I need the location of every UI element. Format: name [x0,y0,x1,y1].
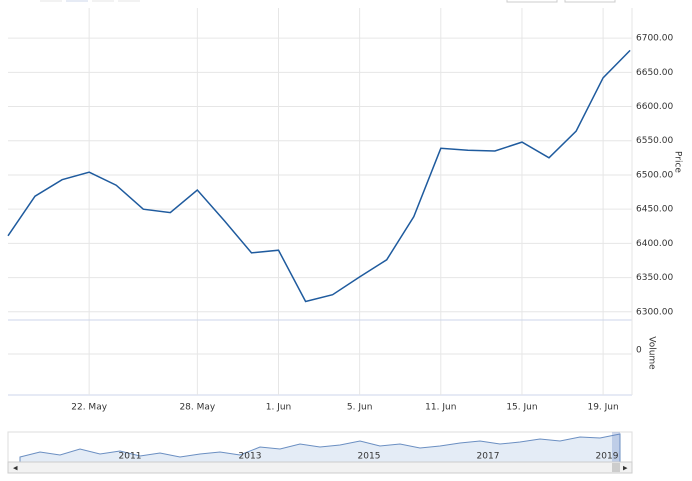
scrollbar[interactable] [7,461,633,474]
navigator-label: 2013 [239,452,262,462]
price-line [7,49,631,303]
navigator-label: 2019 [596,452,619,462]
navigator: ◂ ▸ [7,431,633,474]
y-tick-label: 6500.00 [636,170,673,180]
x-tick-label: 1. Jun [266,403,292,413]
y-tick-label: 6650.00 [636,68,673,78]
y-tick-label: 6550.00 [636,136,673,146]
x-tick-label: 28. May [179,403,215,413]
navigator-label: 2015 [358,452,381,462]
volume-tick-label: 0 [636,346,642,356]
navigator-series [19,433,621,463]
range-button[interactable] [66,0,88,2]
scrollbar-thumb[interactable] [612,463,620,472]
volume-axis-title: Volume [647,336,657,370]
y-tick-label: 6600.00 [636,102,673,112]
x-tick-label: 22. May [71,403,107,413]
y-tick-label: 6450.00 [636,205,673,215]
y-tick-label: 6350.00 [636,273,673,283]
range-button[interactable] [40,0,62,2]
navigator-label: 2017 [477,452,500,462]
y-axis-title: Price [673,151,683,173]
y-tick-label: 6300.00 [636,307,673,317]
scroll-right[interactable]: ▸ [623,464,628,474]
x-tick-label: 15. Jun [506,403,537,413]
x-tick-label: 11. Jun [425,403,456,413]
y-tick-label: 6400.00 [636,239,673,249]
range-buttons [40,0,616,3]
range-button[interactable] [118,0,140,2]
date-input[interactable] [564,0,616,3]
range-button[interactable] [92,0,114,2]
x-tick-label: 19. Jun [587,403,618,413]
y-tick-label: 6700.00 [636,34,673,44]
navigator-label: 2011 [119,452,142,462]
scroll-left[interactable]: ◂ [13,464,18,474]
date-input[interactable] [506,0,558,3]
x-tick-label: 5. Jun [347,403,373,413]
navigator-mask[interactable] [612,432,620,462]
